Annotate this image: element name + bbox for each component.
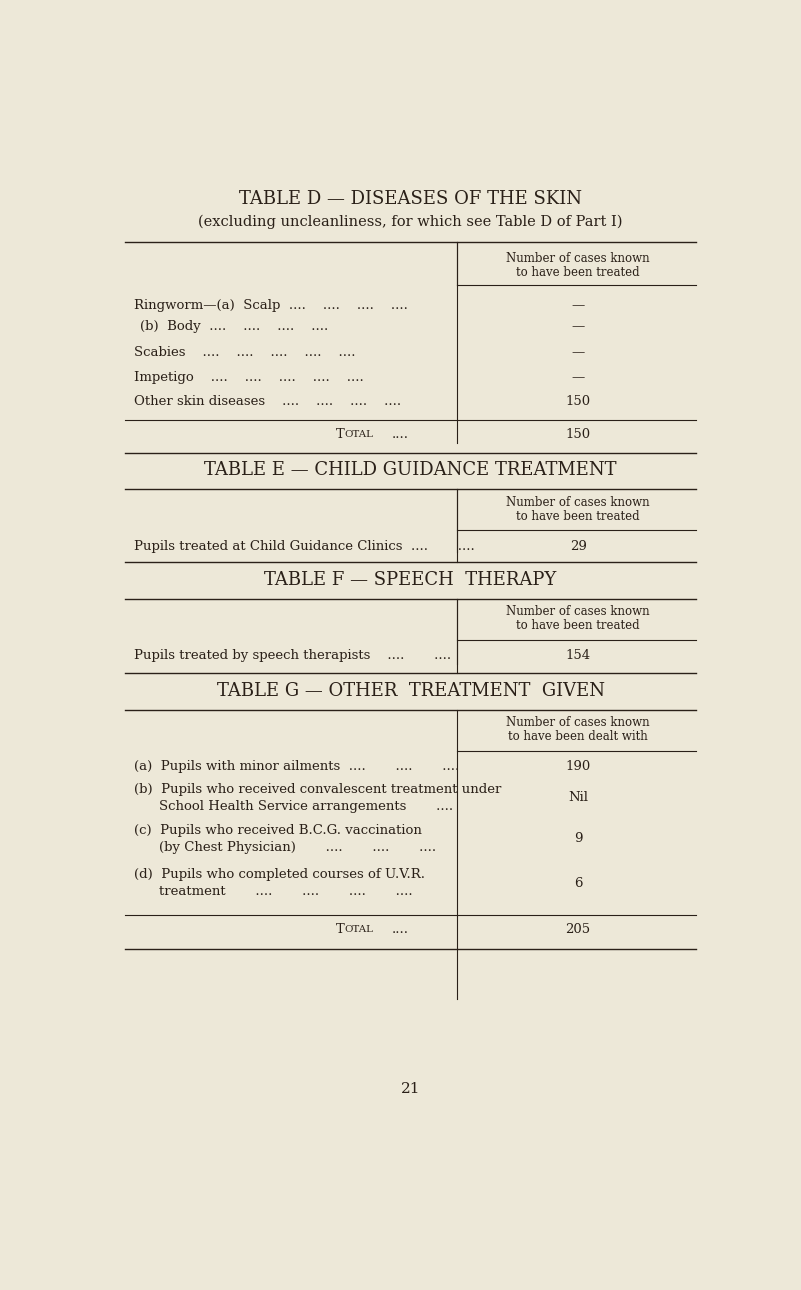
Text: 9: 9 xyxy=(574,832,582,845)
Text: 205: 205 xyxy=(566,924,590,937)
Text: ....: .... xyxy=(392,428,409,441)
Text: (b)  Pupils who received convalescent treatment under: (b) Pupils who received convalescent tre… xyxy=(135,783,501,796)
Text: ....: .... xyxy=(392,924,409,937)
Text: Ringworm—(a)  Scalp  ....    ....    ....    ....: Ringworm—(a) Scalp .... .... .... .... xyxy=(135,299,409,312)
Text: Number of cases known: Number of cases known xyxy=(506,716,650,729)
Text: (b)  Body  ....    ....    ....    ....: (b) Body .... .... .... .... xyxy=(140,320,328,333)
Text: TABLE E — CHILD GUIDANCE TREATMENT: TABLE E — CHILD GUIDANCE TREATMENT xyxy=(204,461,617,479)
Text: Pupils treated at Child Guidance Clinics  ....       ....: Pupils treated at Child Guidance Clinics… xyxy=(135,539,475,552)
Text: 29: 29 xyxy=(570,539,586,552)
Text: OTAL: OTAL xyxy=(344,431,373,440)
Text: (by Chest Physician)       ....       ....       ....: (by Chest Physician) .... .... .... xyxy=(159,841,437,854)
Text: —: — xyxy=(571,370,585,384)
Text: Other skin diseases    ....    ....    ....    ....: Other skin diseases .... .... .... .... xyxy=(135,395,401,408)
Text: to have been dealt with: to have been dealt with xyxy=(509,730,648,743)
Text: TABLE D — DISEASES OF THE SKIN: TABLE D — DISEASES OF THE SKIN xyxy=(239,191,582,209)
Text: to have been treated: to have been treated xyxy=(517,510,640,522)
Text: —: — xyxy=(571,320,585,333)
Text: 150: 150 xyxy=(566,395,590,408)
Text: Scabies    ....    ....    ....    ....    ....: Scabies .... .... .... .... .... xyxy=(135,346,356,359)
Text: (a)  Pupils with minor ailments  ....       ....       ....: (a) Pupils with minor ailments .... ....… xyxy=(135,760,460,773)
Text: OTAL: OTAL xyxy=(344,925,373,934)
Text: 190: 190 xyxy=(566,760,591,773)
Text: Nil: Nil xyxy=(568,792,588,805)
Text: T: T xyxy=(336,924,344,937)
Text: —: — xyxy=(571,346,585,359)
Text: Impetigo    ....    ....    ....    ....    ....: Impetigo .... .... .... .... .... xyxy=(135,370,364,384)
Text: Number of cases known: Number of cases known xyxy=(506,252,650,264)
Text: treatment       ....       ....       ....       ....: treatment .... .... .... .... xyxy=(159,885,413,898)
Text: 6: 6 xyxy=(574,877,582,890)
Text: (d)  Pupils who completed courses of U.V.R.: (d) Pupils who completed courses of U.V.… xyxy=(135,868,425,881)
Text: TABLE F — SPEECH  THERAPY: TABLE F — SPEECH THERAPY xyxy=(264,571,557,590)
Text: to have been treated: to have been treated xyxy=(517,619,640,632)
Text: Number of cases known: Number of cases known xyxy=(506,495,650,510)
Text: (c)  Pupils who received B.C.G. vaccination: (c) Pupils who received B.C.G. vaccinati… xyxy=(135,824,422,837)
Text: 150: 150 xyxy=(566,428,590,441)
Text: 154: 154 xyxy=(566,649,590,662)
Text: School Health Service arrangements       ....: School Health Service arrangements .... xyxy=(159,800,453,813)
Text: —: — xyxy=(571,299,585,312)
Text: 21: 21 xyxy=(400,1081,421,1095)
Text: (excluding uncleanliness, for which see Table D of Part I): (excluding uncleanliness, for which see … xyxy=(199,214,622,228)
Text: Pupils treated by speech therapists    ....       ....: Pupils treated by speech therapists ....… xyxy=(135,649,452,662)
Text: Number of cases known: Number of cases known xyxy=(506,605,650,618)
Text: T: T xyxy=(336,428,344,441)
Text: TABLE G — OTHER  TREATMENT  GIVEN: TABLE G — OTHER TREATMENT GIVEN xyxy=(216,682,605,700)
Text: to have been treated: to have been treated xyxy=(517,266,640,279)
